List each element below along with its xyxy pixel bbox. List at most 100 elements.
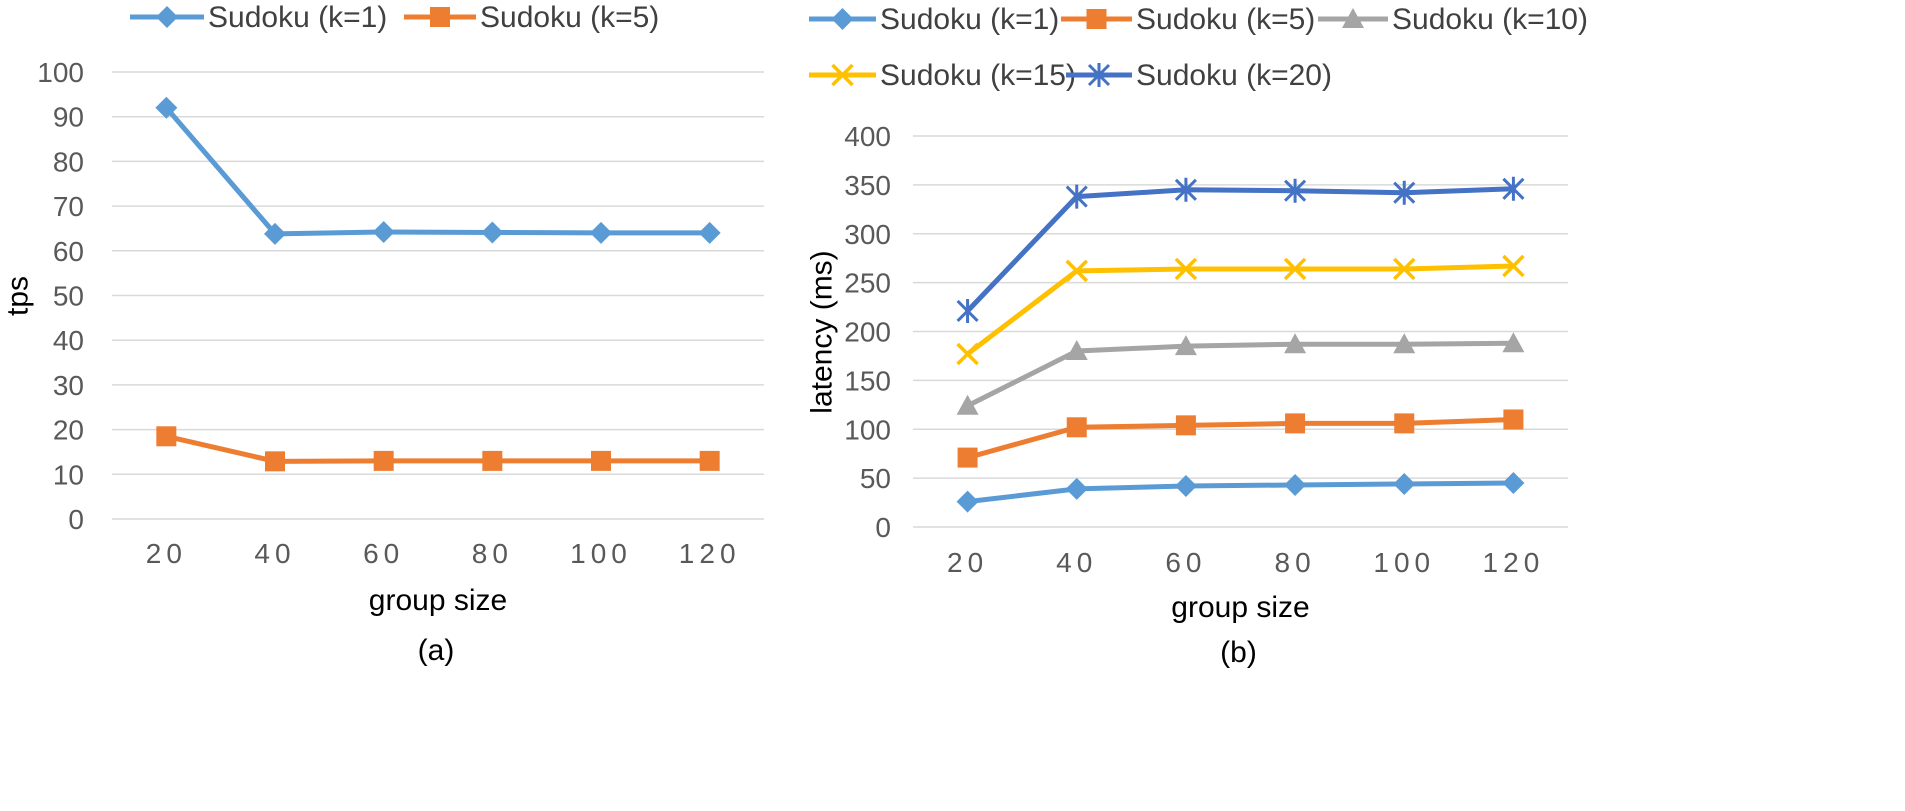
- data-point: [1175, 415, 1196, 436]
- legend-marker: [1087, 63, 1111, 87]
- data-point: [1174, 177, 1197, 202]
- data-point: [1502, 472, 1525, 495]
- y-tick-label: 90: [53, 102, 84, 133]
- data-point: [1502, 332, 1525, 353]
- legend-entry-sudoku-k-1: Sudoku (k=1): [130, 1, 387, 34]
- x-tick-label: 40: [254, 538, 295, 569]
- data-point: [1284, 473, 1307, 496]
- legend-marker: [430, 7, 450, 27]
- data-point: [1174, 474, 1197, 497]
- data-point: [1393, 472, 1416, 495]
- legend-label: Sudoku (k=1): [208, 1, 387, 34]
- panel-caption: (a): [418, 634, 455, 667]
- data-point: [956, 490, 979, 513]
- data-point: [481, 221, 504, 244]
- y-tick-label: 50: [860, 463, 891, 494]
- legend-marker: [156, 6, 178, 28]
- y-tick-label: 400: [844, 121, 891, 152]
- x-tick-label: 80: [472, 538, 513, 569]
- y-axis-title: latency (ms): [806, 250, 839, 413]
- x-tick-label: 60: [363, 538, 404, 569]
- panel-caption: (b): [1220, 636, 1257, 669]
- y-tick-label: 100: [37, 57, 84, 88]
- data-point: [155, 96, 178, 119]
- data-point: [1285, 413, 1306, 434]
- data-point: [956, 342, 979, 366]
- data-point: [372, 221, 395, 244]
- data-point: [1066, 417, 1087, 438]
- legend-marker: [831, 8, 854, 30]
- data-point: [1174, 335, 1197, 356]
- x-tick-label: 60: [1165, 547, 1206, 578]
- legend-marker: [831, 63, 854, 87]
- legend-entry-sudoku-k-10: Sudoku (k=10): [1318, 3, 1588, 36]
- y-tick-label: 70: [53, 191, 84, 222]
- data-point: [591, 450, 611, 471]
- y-tick-label: 30: [53, 370, 84, 401]
- y-tick-label: 20: [53, 415, 84, 446]
- data-point: [1502, 176, 1525, 201]
- y-tick-label: 50: [53, 281, 84, 312]
- data-point: [1503, 409, 1524, 430]
- data-point: [482, 450, 503, 471]
- series-sudoku-k-5: [156, 426, 720, 472]
- data-point: [957, 447, 978, 468]
- y-tick-label: 350: [844, 170, 891, 201]
- data-point: [1394, 413, 1415, 434]
- legend-label: Sudoku (k=5): [480, 1, 659, 34]
- legend-entry-sudoku-k-15: Sudoku (k=15): [809, 59, 1076, 92]
- data-point: [699, 450, 720, 471]
- legend-label: Sudoku (k=5): [1136, 3, 1315, 36]
- data-point: [1065, 259, 1088, 283]
- series-sudoku-k-15: [956, 254, 1525, 366]
- legend-entry-sudoku-k-1: Sudoku (k=1): [809, 3, 1059, 36]
- data-point: [156, 426, 177, 447]
- x-tick-label: 100: [1373, 547, 1435, 578]
- series-sudoku-k-10: [956, 332, 1525, 415]
- data-point: [956, 394, 979, 415]
- data-point: [1065, 184, 1088, 209]
- x-tick-label: 100: [570, 538, 632, 569]
- legend-marker: [1086, 9, 1107, 29]
- data-point: [1283, 257, 1307, 281]
- legend-label: Sudoku (k=20): [1136, 59, 1332, 92]
- y-tick-label: 0: [875, 512, 891, 543]
- y-tick-label: 60: [53, 236, 84, 267]
- y-tick-label: 80: [53, 146, 84, 177]
- data-point: [1065, 340, 1088, 361]
- data-point: [264, 222, 286, 245]
- data-point: [1393, 257, 1416, 281]
- data-point: [265, 451, 285, 472]
- data-point: [1284, 178, 1307, 203]
- series-line: [965, 480, 1516, 505]
- series-sudoku-k-1: [956, 472, 1525, 513]
- series-line: [163, 433, 713, 464]
- y-tick-label: 10: [53, 459, 84, 490]
- x-tick-label: 120: [1483, 547, 1545, 578]
- series-sudoku-k-1: [155, 96, 721, 245]
- data-point: [956, 298, 979, 323]
- legend-entry-sudoku-k-20: Sudoku (k=20): [1066, 59, 1332, 92]
- y-tick-label: 150: [844, 365, 891, 396]
- series-line: [965, 416, 1516, 461]
- y-tick-label: 250: [844, 268, 891, 299]
- panel-a-tps-chart: 0 10 20 30 40 50 60 70 80 90 100 20 40 60 80 100 120 grou…: [2, 1, 764, 667]
- data-point: [1393, 333, 1416, 354]
- x-tick-label: 120: [679, 538, 741, 569]
- legend-entry-sudoku-k-5: Sudoku (k=5): [1061, 3, 1315, 36]
- data-point: [698, 221, 721, 244]
- x-tick-label: 80: [1275, 547, 1316, 578]
- legend-marker: [1342, 8, 1364, 28]
- x-axis-title: group size: [1171, 591, 1309, 624]
- series-sudoku-k-20: [956, 176, 1525, 323]
- data-point: [1065, 477, 1088, 500]
- x-axis-title: group size: [369, 584, 507, 617]
- legend-label: Sudoku (k=1): [880, 3, 1059, 36]
- legend-label: Sudoku (k=15): [880, 59, 1076, 92]
- series-sudoku-k-5: [957, 409, 1524, 468]
- data-point: [1174, 257, 1198, 281]
- legend-entry-sudoku-k-5: Sudoku (k=5): [404, 1, 659, 34]
- data-point: [1502, 254, 1525, 278]
- series-line: [965, 263, 1516, 357]
